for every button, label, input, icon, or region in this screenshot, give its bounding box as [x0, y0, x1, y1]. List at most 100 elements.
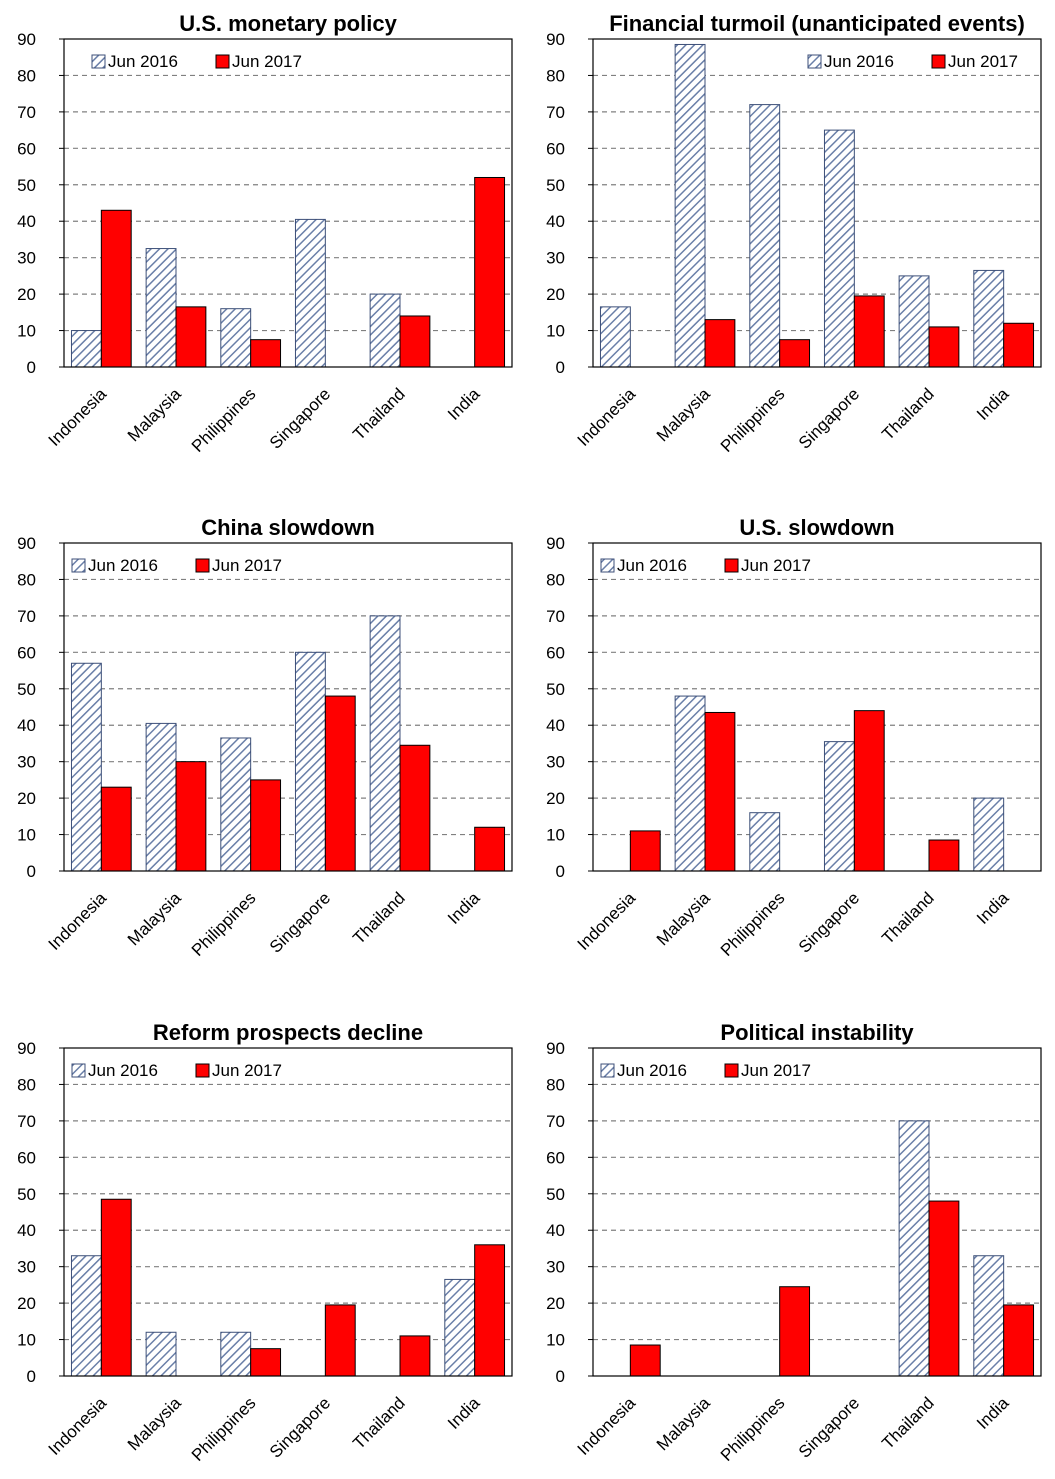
- y-tick-label: 80: [546, 1075, 565, 1094]
- bar-jun-2016-india: [973, 797, 1005, 872]
- y-tick-label: 20: [17, 285, 36, 304]
- x-category-label: India: [444, 888, 484, 928]
- legend-label-jun-2016: Jun 2016: [617, 556, 687, 575]
- bar-jun-2016-india: [973, 1255, 1005, 1377]
- legend-label-jun-2016: Jun 2016: [88, 1061, 158, 1080]
- chart-panel-political-instability: Political instability 0 10 20 30 40 50 60 70 80 90…: [546, 1020, 1042, 1465]
- legend-label-jun-2016: Jun 2016: [108, 52, 178, 71]
- bar-jun-2016-thailand: [369, 615, 401, 872]
- legend: Jun 2016 Jun 2017: [600, 1061, 811, 1080]
- bar-jun-2017-malaysia: [704, 711, 736, 872]
- bar-jun-2017-thailand: [928, 839, 960, 872]
- bar-jun-2016-philippines: [220, 308, 252, 368]
- x-category-label: Singapore: [266, 888, 334, 956]
- bar-jun-2017-philippines: [250, 779, 282, 872]
- legend-label-jun-2016: Jun 2016: [617, 1061, 687, 1080]
- bar-jun-2016-india: [973, 269, 1005, 368]
- legend-label-jun-2017: Jun 2017: [212, 556, 282, 575]
- bar-jun-2017-malaysia: [175, 306, 207, 368]
- y-tick-label: 70: [17, 103, 36, 122]
- bar-jun-2016-philippines: [749, 812, 781, 872]
- x-category-label: Singapore: [266, 1393, 334, 1461]
- legend-swatch-jun-2016: [600, 558, 615, 573]
- y-tick-label: 60: [546, 643, 565, 662]
- y-tick-label: 50: [17, 176, 36, 195]
- x-category-label: Philippines: [188, 888, 260, 960]
- legend-swatch-jun-2016: [71, 558, 86, 573]
- x-category-label: Thailand: [878, 888, 938, 948]
- bar-jun-2017-thailand: [399, 315, 431, 368]
- legend: Jun 2016 Jun 2017: [71, 1061, 282, 1080]
- y-tick-label: 50: [17, 1185, 36, 1204]
- x-category-label: Singapore: [795, 1393, 863, 1461]
- y-tick-label: 70: [17, 1112, 36, 1131]
- x-category-label: Thailand: [878, 384, 938, 444]
- y-tick-label: 70: [546, 607, 565, 626]
- y-tick-label: 0: [556, 862, 565, 881]
- x-category-label: Indonesia: [45, 1393, 111, 1459]
- y-tick-label: 10: [17, 322, 36, 341]
- y-tick-label: 80: [17, 66, 36, 85]
- bar-jun-2017-malaysia: [704, 319, 736, 368]
- x-category-label: Philippines: [717, 384, 789, 456]
- bar-jun-2016-malaysia: [145, 722, 177, 872]
- y-tick-label: 60: [17, 643, 36, 662]
- legend: Jun 2016 Jun 2017: [71, 556, 282, 575]
- legend-swatch-jun-2017: [724, 558, 739, 573]
- bar-jun-2017-philippines: [779, 1286, 811, 1377]
- legend-swatch-jun-2016: [600, 1063, 615, 1078]
- y-tick-label: 50: [546, 176, 565, 195]
- x-category-label: Thailand: [349, 888, 409, 948]
- bar-jun-2016-thailand: [369, 293, 401, 368]
- bar-jun-2016-malaysia: [674, 43, 706, 368]
- chart-title: Political instability: [720, 1020, 914, 1045]
- bar-jun-2017-singapore: [324, 695, 356, 872]
- bar-jun-2016-indonesia: [70, 1255, 102, 1377]
- y-tick-label: 40: [546, 716, 565, 735]
- y-tick-label: 20: [546, 285, 565, 304]
- y-tick-label: 10: [17, 1331, 36, 1350]
- bar-jun-2016-india: [444, 1278, 476, 1377]
- legend-label-jun-2017: Jun 2017: [948, 52, 1018, 71]
- plot-area-border: [592, 1047, 1042, 1377]
- y-tick-label: 20: [546, 789, 565, 808]
- x-category-label: India: [973, 384, 1013, 424]
- bar-jun-2017-indonesia: [629, 1344, 661, 1377]
- x-category-label: Philippines: [717, 888, 789, 960]
- x-category-label: Malaysia: [653, 888, 714, 949]
- bar-jun-2017-indonesia: [100, 786, 132, 872]
- y-tick-label: 0: [27, 358, 36, 377]
- bar-jun-2016-philippines: [220, 737, 252, 872]
- y-tick-label: 70: [546, 1112, 565, 1131]
- y-tick-label: 10: [546, 322, 565, 341]
- bar-jun-2017-india: [1003, 1304, 1035, 1377]
- y-tick-label: 90: [17, 30, 36, 49]
- x-category-label: Malaysia: [653, 384, 714, 445]
- legend-label-jun-2016: Jun 2016: [88, 556, 158, 575]
- x-category-label: Singapore: [795, 384, 863, 452]
- y-tick-label: 80: [17, 1075, 36, 1094]
- x-category-label: Thailand: [349, 1393, 409, 1453]
- bar-jun-2016-thailand: [898, 275, 930, 368]
- y-tick-label: 40: [17, 716, 36, 735]
- x-category-label: Philippines: [717, 1393, 789, 1465]
- chart-panel-financial-turmoil-unanticipated-events: Financial turmoil (unanticipated events)…: [546, 11, 1042, 456]
- y-tick-label: 40: [17, 212, 36, 231]
- bar-jun-2017-singapore: [853, 295, 885, 368]
- x-category-label: Indonesia: [574, 1393, 640, 1459]
- y-tick-label: 40: [546, 1221, 565, 1240]
- plot-area-border: [63, 542, 513, 872]
- y-tick-label: 60: [17, 139, 36, 158]
- legend-label-jun-2016: Jun 2016: [824, 52, 894, 71]
- bar-jun-2016-singapore: [294, 218, 326, 368]
- y-tick-label: 80: [546, 66, 565, 85]
- bar-jun-2016-singapore: [294, 651, 326, 872]
- y-tick-label: 30: [546, 1258, 565, 1277]
- bar-jun-2016-malaysia: [145, 1331, 177, 1377]
- chart-title: U.S. monetary policy: [179, 11, 397, 36]
- plot-area-border: [63, 38, 513, 368]
- legend: Jun 2016 Jun 2017: [807, 52, 1018, 71]
- y-tick-label: 30: [17, 1258, 36, 1277]
- y-tick-label: 70: [17, 607, 36, 626]
- y-tick-label: 10: [546, 826, 565, 845]
